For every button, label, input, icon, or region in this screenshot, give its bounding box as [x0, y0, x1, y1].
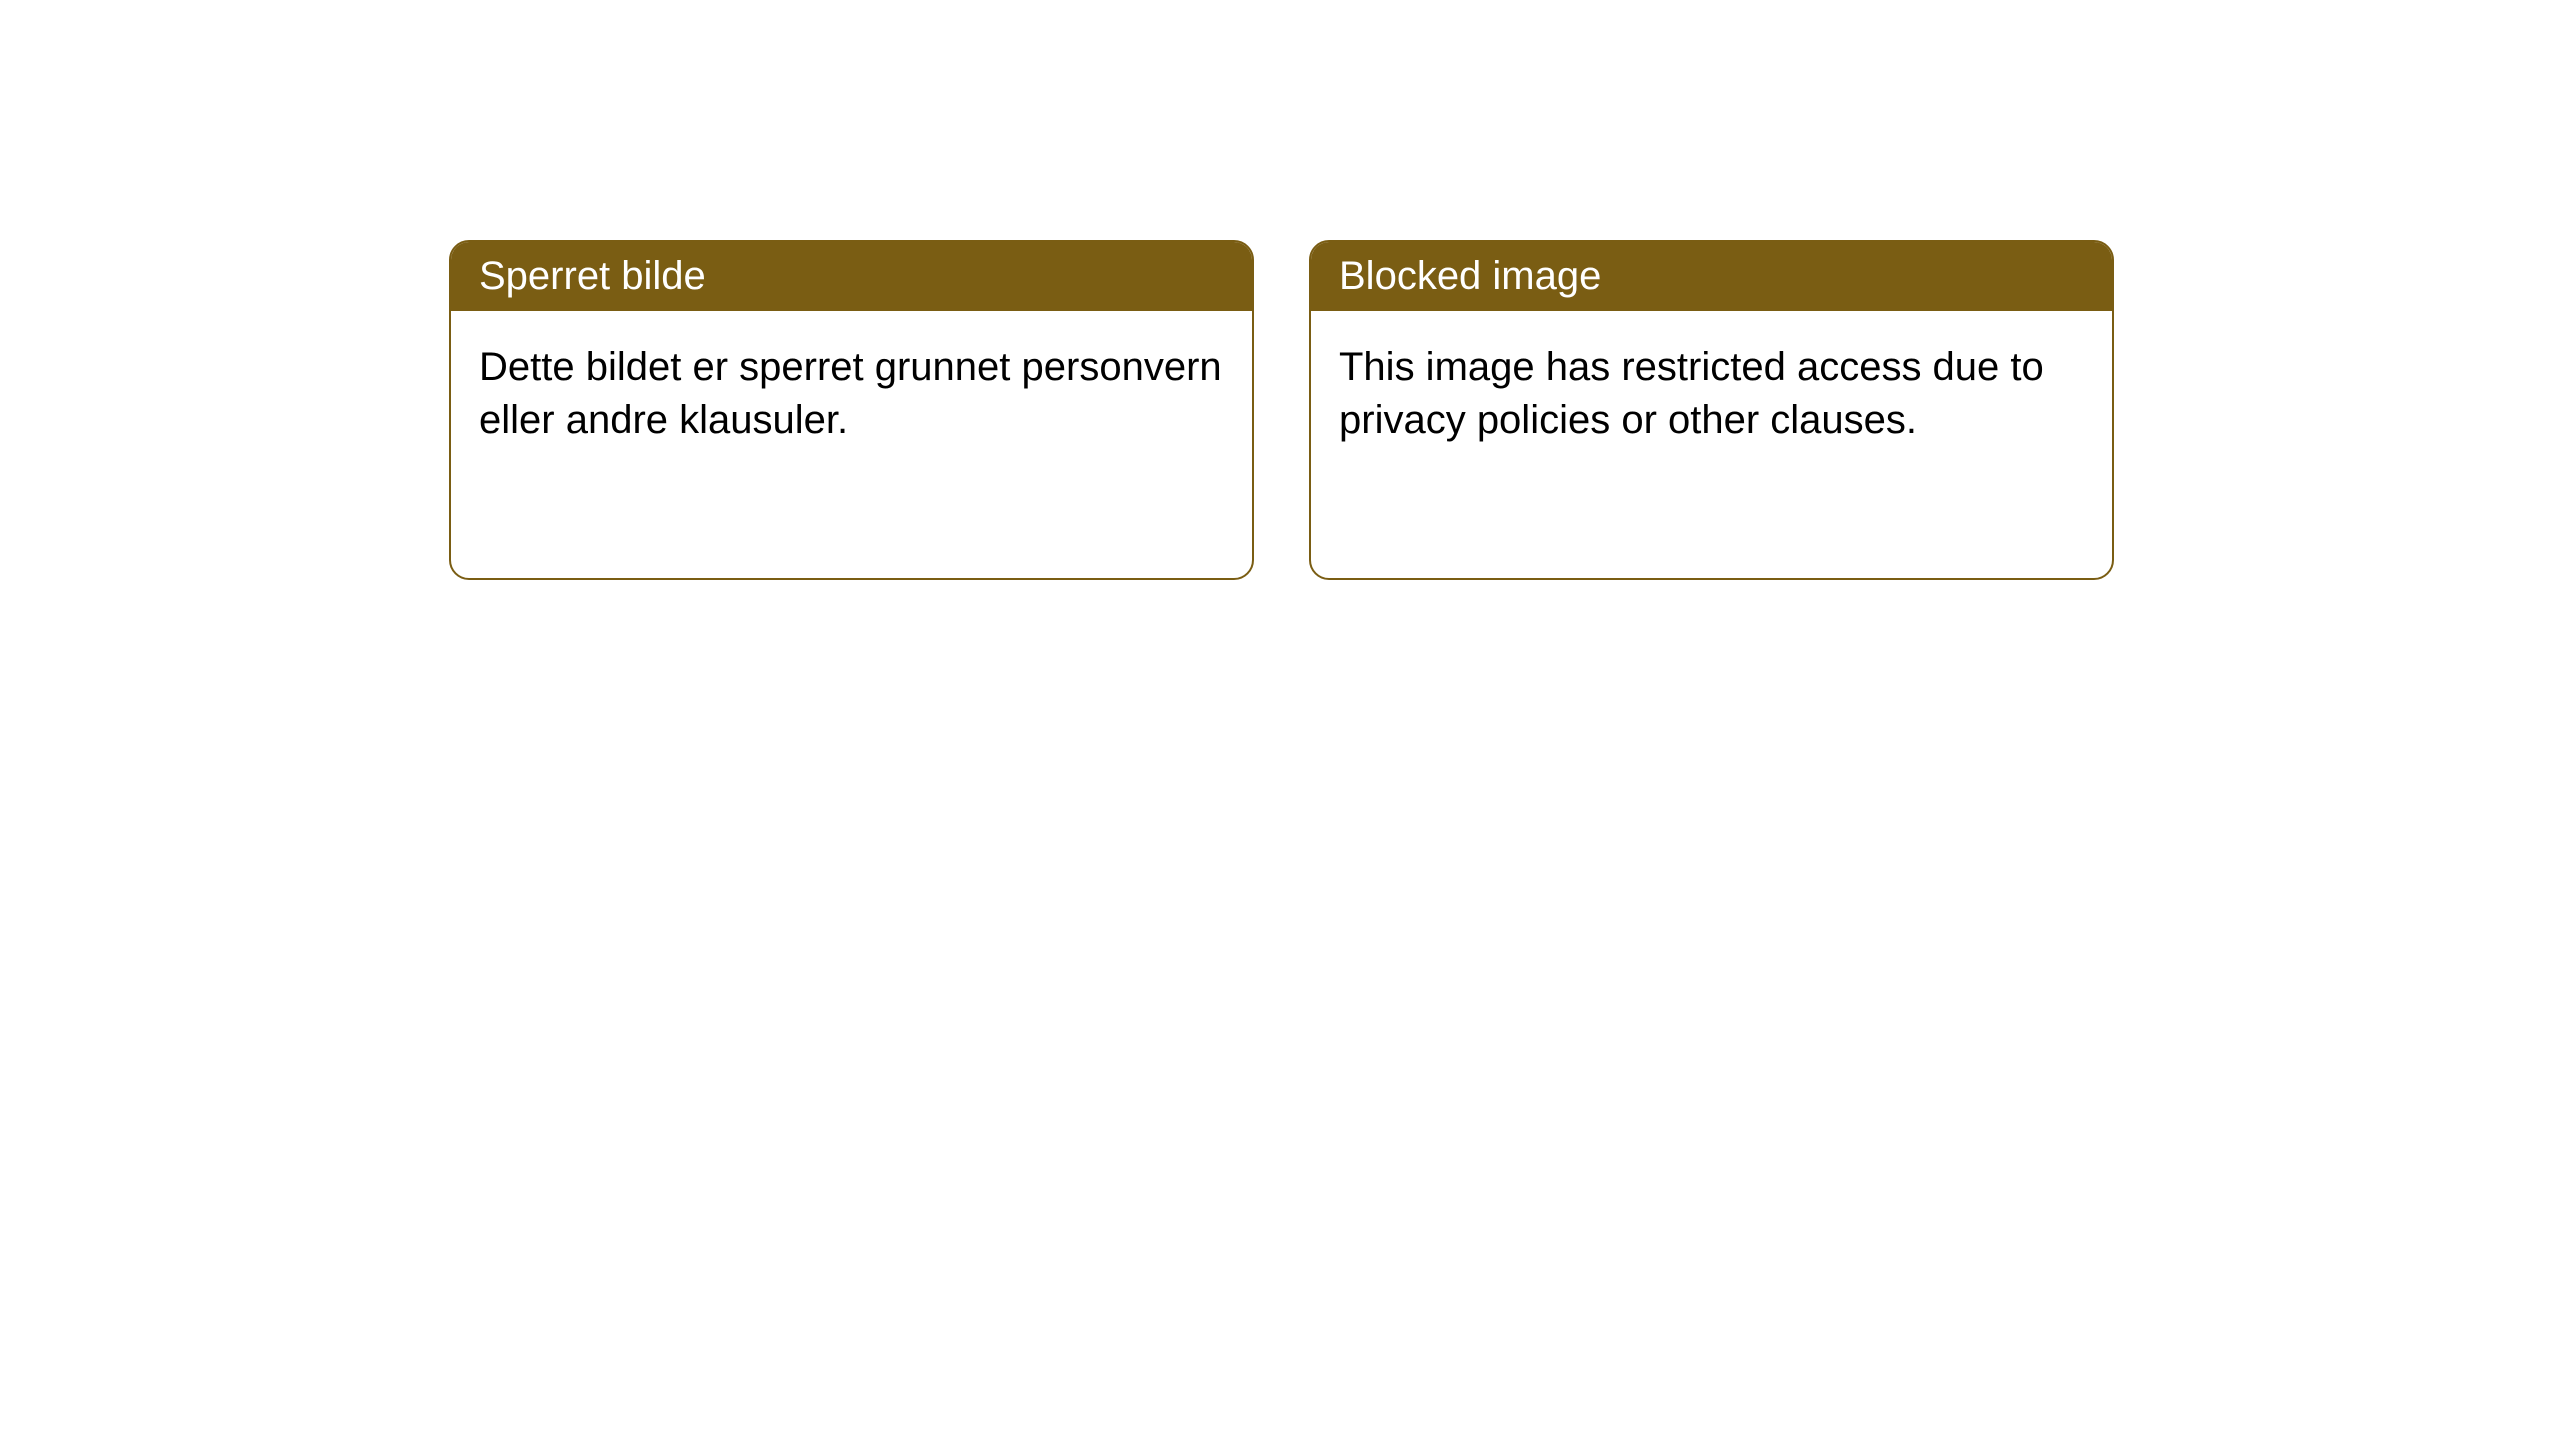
notice-card-norwegian: Sperret bilde Dette bildet er sperret gr…: [449, 240, 1254, 580]
notice-card-row: Sperret bilde Dette bildet er sperret gr…: [449, 240, 2114, 580]
notice-card-title: Sperret bilde: [451, 242, 1252, 311]
notice-card-title: Blocked image: [1311, 242, 2112, 311]
notice-card-body: This image has restricted access due to …: [1311, 311, 2112, 477]
notice-card-english: Blocked image This image has restricted …: [1309, 240, 2114, 580]
notice-card-body: Dette bildet er sperret grunnet personve…: [451, 311, 1252, 477]
